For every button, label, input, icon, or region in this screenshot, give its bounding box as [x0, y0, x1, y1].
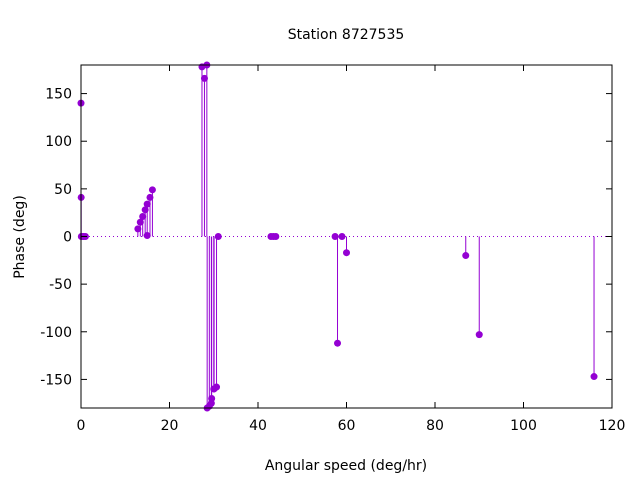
- data-point-6: [134, 225, 142, 233]
- data-point-30: [338, 233, 346, 240]
- data-point-33: [475, 331, 483, 339]
- x-tick-label-4: 80: [426, 418, 444, 434]
- y-tick-label-3: 0: [63, 230, 72, 246]
- data-point-8: [139, 212, 147, 220]
- data-point-29: [334, 339, 342, 347]
- x-tick-label-0: 0: [77, 418, 86, 434]
- x-axis-label: Angular speed (deg/hr): [265, 458, 427, 474]
- points-layer: [77, 61, 598, 412]
- data-point-20: [208, 394, 216, 402]
- data-point-31: [343, 249, 350, 257]
- data-point-11: [143, 232, 151, 240]
- y-tick-label-6: 150: [45, 87, 72, 103]
- data-point-24: [214, 233, 222, 240]
- data-point-10: [143, 200, 151, 208]
- data-point-7: [136, 218, 144, 226]
- y-tick-label-0: -150: [40, 372, 72, 388]
- x-tick-label-1: 20: [161, 418, 179, 434]
- y-tick-label-4: 50: [54, 182, 72, 198]
- chart-title: Station 8727535: [288, 27, 405, 43]
- data-point-15: [200, 74, 208, 82]
- data-point-34: [590, 373, 598, 381]
- x-tick-label-6: 120: [599, 418, 626, 434]
- data-point-9: [141, 206, 149, 214]
- x-axis: 0 20 40 60 80 100 120: [77, 65, 626, 434]
- y-tick-label-1: -100: [40, 325, 72, 341]
- x-tick-label-5: 100: [510, 418, 537, 434]
- data-point-23: [213, 383, 221, 391]
- y-tick-label-5: 100: [45, 134, 72, 150]
- x-tick-label-2: 40: [249, 418, 267, 434]
- data-point-32: [462, 252, 470, 260]
- data-point-13: [148, 186, 156, 194]
- y-axis: -150 -100 -50 0 50 100 150: [40, 87, 612, 388]
- x-tick-label-3: 60: [338, 418, 356, 434]
- data-point-27: [272, 233, 280, 240]
- y-axis-label: Phase (deg): [12, 195, 28, 279]
- y-tick-label-2: -50: [49, 277, 72, 293]
- data-point-28: [331, 233, 339, 240]
- data-point-12: [146, 193, 154, 201]
